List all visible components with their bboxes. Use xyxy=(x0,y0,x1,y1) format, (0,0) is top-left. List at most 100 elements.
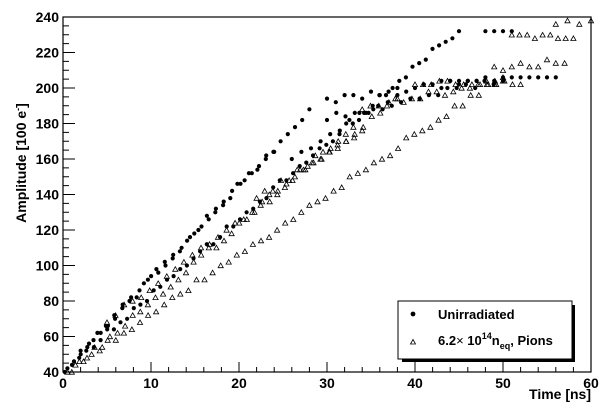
point-unirradiated xyxy=(553,75,558,80)
point-unirradiated xyxy=(171,274,176,279)
point-pions xyxy=(144,311,152,318)
point-unirradiated xyxy=(366,110,371,115)
point-pions xyxy=(483,77,490,84)
point-pions xyxy=(201,276,208,283)
point-pions xyxy=(526,63,533,70)
point-pions xyxy=(76,358,83,364)
x-tick-label: 30 xyxy=(319,375,335,391)
point-pions xyxy=(508,63,516,70)
point-unirradiated xyxy=(131,306,136,311)
point-unirradiated xyxy=(69,362,75,367)
point-pions xyxy=(576,20,583,27)
point-unirradiated xyxy=(171,252,176,257)
point-unirradiated xyxy=(328,132,333,137)
point-pions xyxy=(154,280,162,286)
point-pions xyxy=(291,173,299,180)
point-pions xyxy=(342,137,350,144)
point-pions xyxy=(285,177,293,183)
point-unirradiated xyxy=(352,110,357,115)
point-unirradiated xyxy=(500,29,506,34)
point-unirradiated xyxy=(403,75,408,80)
point-unirradiated xyxy=(179,245,184,250)
point-unirradiated xyxy=(324,142,329,147)
point-pions xyxy=(452,81,459,87)
point-pions xyxy=(342,130,350,137)
point-unirradiated xyxy=(337,132,342,137)
point-pions xyxy=(190,258,197,265)
point-pions xyxy=(175,276,182,283)
point-pions xyxy=(419,81,427,87)
point-unirradiated xyxy=(199,224,204,229)
point-unirradiated xyxy=(271,185,276,190)
point-pions xyxy=(411,81,419,87)
point-unirradiated xyxy=(91,338,96,343)
point-pions xyxy=(411,130,418,137)
legend-label-unirradiated: Unirradiated xyxy=(438,307,515,322)
point-pions xyxy=(180,258,188,265)
point-unirradiated xyxy=(492,29,497,34)
point-unirradiated xyxy=(437,43,442,48)
point-pions xyxy=(281,219,289,226)
point-unirradiated xyxy=(163,263,168,268)
point-unirradiated xyxy=(238,181,243,186)
point-pions xyxy=(444,77,451,84)
legend: Unirradiated 6.2× 1014neq, Pions xyxy=(397,300,575,362)
point-pions xyxy=(261,187,268,194)
point-unirradiated xyxy=(78,348,83,353)
point-unirradiated xyxy=(395,93,400,98)
point-unirradiated xyxy=(246,171,251,176)
point-pions xyxy=(378,155,386,162)
point-pions xyxy=(302,166,309,173)
point-pions xyxy=(367,102,374,109)
point-unirradiated xyxy=(518,75,523,80)
point-unirradiated xyxy=(235,181,240,186)
point-unirradiated xyxy=(255,167,260,172)
point-pions xyxy=(159,290,167,297)
point-pions xyxy=(228,230,235,237)
point-pions xyxy=(508,31,516,38)
point-pions xyxy=(386,152,394,159)
point-unirradiated xyxy=(141,281,146,286)
point-pions xyxy=(433,88,440,95)
point-pions xyxy=(266,191,273,198)
point-pions xyxy=(289,177,296,183)
point-unirradiated xyxy=(300,117,305,123)
point-pions xyxy=(152,308,160,315)
point-unirradiated xyxy=(343,114,348,119)
axis-tick-labels: 0 10 20 30 40 50 60 40 60 80 100 120 140 160 180 200 220… xyxy=(36,9,599,391)
point-unirradiated xyxy=(360,96,365,101)
point-unirradiated xyxy=(383,93,389,98)
data-points-layer xyxy=(62,17,595,375)
point-pions xyxy=(248,208,256,215)
y-tick-label: 220 xyxy=(36,45,60,61)
point-unirradiated xyxy=(317,146,322,151)
point-unirradiated xyxy=(423,57,428,62)
point-pions xyxy=(120,329,128,336)
point-pions xyxy=(400,98,407,105)
legend-label-pions: 6.2× 1014neq, Pions xyxy=(438,331,553,351)
point-pions xyxy=(377,109,384,116)
point-unirradiated xyxy=(192,231,197,236)
point-unirradiated xyxy=(105,327,110,332)
point-pions xyxy=(249,240,257,247)
point-pions xyxy=(277,177,285,183)
point-pions xyxy=(197,244,205,251)
point-unirradiated xyxy=(483,29,488,34)
point-unirradiated xyxy=(285,132,290,137)
point-pions xyxy=(136,319,144,325)
point-pions xyxy=(217,262,224,269)
point-unirradiated xyxy=(221,203,226,208)
point-pions xyxy=(458,84,465,91)
point-pions xyxy=(106,333,114,340)
point-unirradiated xyxy=(324,96,330,101)
point-unirradiated xyxy=(185,238,190,243)
legend-shadow-bottom xyxy=(402,359,575,362)
point-unirradiated xyxy=(249,171,254,176)
point-pions xyxy=(206,240,213,247)
point-pions xyxy=(163,273,171,279)
point-pions xyxy=(258,198,266,205)
point-pions xyxy=(290,216,297,222)
point-unirradiated xyxy=(256,164,262,169)
point-pions xyxy=(104,336,111,343)
